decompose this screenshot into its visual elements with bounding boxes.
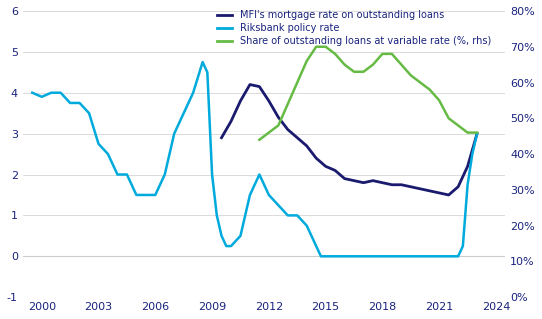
Legend: MFI's mortgage rate on outstanding loans, Riksbank policy rate, Share of outstan: MFI's mortgage rate on outstanding loans… bbox=[217, 10, 491, 46]
